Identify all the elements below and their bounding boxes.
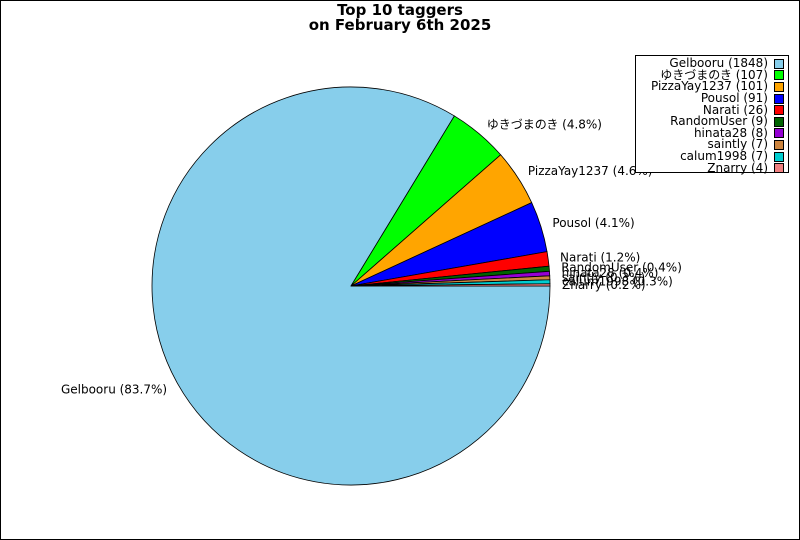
legend-swatch-0 bbox=[774, 58, 784, 69]
pie-label-8: calum1998 (0.3%) bbox=[562, 275, 673, 289]
pie-label-5: RandomUser (0.4%) bbox=[561, 261, 682, 275]
legend-swatch-5 bbox=[774, 116, 784, 127]
legend-item-8: calum1998 (7) bbox=[636, 149, 784, 164]
legend-item-6: hinata28 (8) bbox=[636, 125, 784, 140]
pie-label-1: ゆきづまのき (4.8%) bbox=[487, 117, 602, 131]
legend-item-1: ゆきづまのき (107) bbox=[636, 67, 784, 82]
legend-label-5: RandomUser (9) bbox=[670, 114, 768, 129]
legend-item-0: Gelbooru (1848) bbox=[636, 56, 784, 71]
pie-label-6: hinata28 (0.4%) bbox=[562, 266, 659, 280]
legend-label-6: hinata28 (8) bbox=[693, 125, 768, 140]
legend-item-7: saintly (7) bbox=[636, 137, 784, 152]
legend-item-9: Znarry (4) bbox=[636, 162, 784, 174]
pie-slice-9 bbox=[350, 283, 551, 287]
legend-item-2: PizzaYay1237 (101) bbox=[636, 79, 784, 94]
legend: Gelbooru (1848) ゆきづまのき (107) PizzaYay1237 … bbox=[635, 55, 789, 174]
pie-label-9: Znarry (0.2%) bbox=[562, 278, 646, 292]
legend-swatch-9 bbox=[774, 163, 784, 174]
pie-label-4: Narati (1.2%) bbox=[560, 250, 640, 264]
legend-label-9: Znarry (4) bbox=[707, 160, 768, 175]
legend-item-4: Narati (26) bbox=[636, 104, 784, 116]
legend-label-4: Narati (26) bbox=[702, 102, 768, 117]
pie-label-7: saintly (0.3%) bbox=[562, 270, 645, 284]
legend-label-3: Pousol (91) bbox=[700, 91, 768, 106]
legend-item-3: Pousol (91) bbox=[636, 91, 784, 106]
legend-swatch-8 bbox=[774, 151, 784, 162]
legend-label-0: Gelbooru (1848) bbox=[669, 56, 768, 71]
legend-swatch-3 bbox=[774, 93, 784, 104]
legend-item-5: RandomUser (9) bbox=[636, 114, 784, 129]
legend-swatch-7 bbox=[774, 139, 784, 150]
legend-label-8: calum1998 (7) bbox=[680, 149, 768, 164]
chart-title: Top 10 taggers on February 6th 2025 bbox=[308, 1, 492, 34]
legend-label-1: ゆきづまのき (107) bbox=[660, 67, 768, 82]
pie-labels: Gelbooru (83.7%) ゆきづまのき (4.8%) PizzaYay123… bbox=[61, 117, 682, 396]
legend-swatch-4 bbox=[774, 105, 784, 116]
legend-label-2: PizzaYay1237 (101) bbox=[650, 79, 768, 94]
legend-swatch-6 bbox=[774, 128, 784, 139]
legend-swatch-1 bbox=[774, 70, 784, 81]
pie-label-0: Gelbooru (83.7%) bbox=[61, 382, 167, 396]
pie-label-2: PizzaYay1237 (4.6%) bbox=[528, 164, 653, 178]
pie-slices bbox=[151, 86, 551, 486]
pie-label-3: Pousol (4.1%) bbox=[552, 216, 634, 230]
legend-label-7: saintly (7) bbox=[707, 137, 769, 152]
legend-swatch-2 bbox=[774, 81, 784, 92]
